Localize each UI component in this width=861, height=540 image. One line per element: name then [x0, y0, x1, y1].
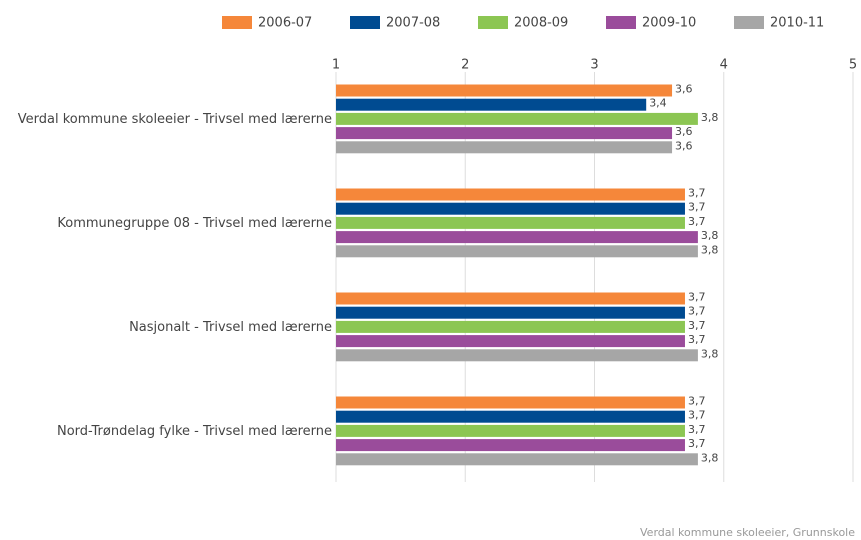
bar	[336, 306, 685, 319]
bar	[336, 349, 698, 362]
value-label: 3,8	[701, 243, 719, 256]
legend-label: 2009-10	[642, 16, 696, 31]
value-label: 3,7	[688, 187, 706, 200]
bar	[336, 127, 673, 140]
value-label: 3,8	[701, 229, 719, 242]
legend-label: 2010-11	[770, 16, 824, 31]
legend-label: 2007-08	[386, 16, 440, 31]
bar	[336, 245, 698, 258]
bar	[336, 84, 673, 97]
legend-swatch	[350, 16, 380, 29]
value-label: 3,7	[688, 319, 706, 332]
value-label: 3,7	[688, 423, 706, 436]
legend-swatch	[222, 16, 252, 29]
value-label: 3,7	[688, 291, 706, 304]
category-label: Nord-Trøndelag fylke - Trivsel med lærer…	[56, 424, 332, 439]
legend-swatch	[606, 16, 636, 29]
value-label: 3,6	[675, 83, 693, 96]
value-label: 3,4	[649, 97, 667, 110]
bar	[336, 453, 698, 466]
value-label: 3,6	[675, 139, 693, 152]
category-label: Kommunegruppe 08 - Trivsel med lærerne	[57, 216, 332, 231]
category-label: Verdal kommune skoleeier - Trivsel med l…	[17, 112, 332, 127]
bar	[336, 410, 685, 423]
legend-swatch	[478, 16, 508, 29]
value-label: 3,8	[701, 347, 719, 360]
x-tick-label: 5	[849, 58, 857, 73]
bar	[336, 141, 673, 154]
value-label: 3,7	[688, 201, 706, 214]
bar	[336, 396, 685, 409]
value-label: 3,7	[688, 333, 706, 346]
value-label: 3,7	[688, 395, 706, 408]
legend-label: 2008-09	[514, 16, 568, 31]
x-tick-label: 1	[332, 58, 340, 73]
x-tick-label: 4	[720, 58, 728, 73]
bar	[336, 335, 685, 348]
legend-label: 2006-07	[258, 16, 312, 31]
value-label: 3,7	[688, 409, 706, 422]
x-tick-label: 3	[590, 58, 598, 73]
bar	[336, 112, 698, 125]
bar	[336, 439, 685, 452]
value-label: 3,7	[688, 215, 706, 228]
bar	[336, 202, 685, 215]
bar	[336, 292, 685, 305]
bar	[336, 216, 685, 229]
value-label: 3,8	[701, 111, 719, 124]
value-label: 3,7	[688, 305, 706, 318]
bar	[336, 231, 698, 244]
value-label: 3,7	[688, 437, 706, 450]
legend-swatch	[734, 16, 764, 29]
bar	[336, 188, 685, 201]
value-label: 3,8	[701, 451, 719, 464]
category-label: Nasjonalt - Trivsel med lærerne	[129, 320, 332, 335]
bar	[336, 424, 685, 437]
bar	[336, 98, 647, 111]
value-label: 3,6	[675, 125, 693, 138]
footer: Verdal kommune skoleeier, Grunnskole	[640, 526, 855, 539]
bar	[336, 320, 685, 333]
x-tick-label: 2	[461, 58, 469, 73]
